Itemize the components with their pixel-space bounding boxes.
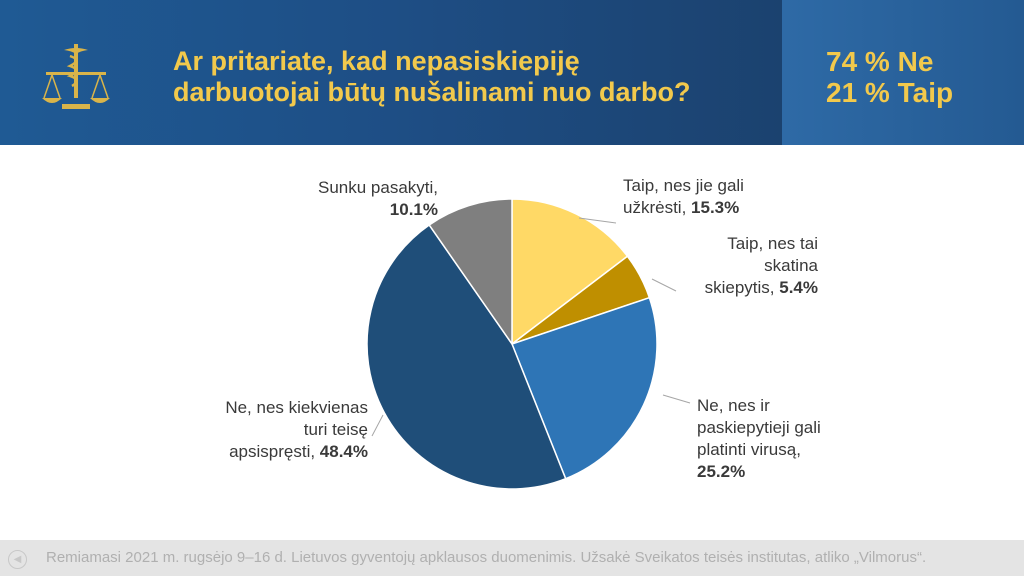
label-line: Taip, nes jie gali bbox=[623, 176, 744, 195]
slice-value-label: 5.4% bbox=[779, 278, 818, 297]
label-line: paskiepytieji gali bbox=[697, 418, 821, 437]
slice-label: Ne, nes ir paskiepytieji gali platinti vir… bbox=[697, 396, 821, 481]
header-bar bbox=[0, 0, 782, 145]
slice-value-label: 15.3% bbox=[691, 198, 739, 217]
slice-label: Ne, nes kiekvienas turi teisę apsispręsti,… bbox=[225, 398, 368, 461]
footer-bar: ◀ Remiamasi 2021 m. rugsėjo 9–16 d. Liet… bbox=[0, 540, 1024, 576]
slice-value-label: 10.1% bbox=[390, 200, 438, 219]
label-line: skiepytis, 5.4% bbox=[705, 278, 818, 297]
summary-no: 74 % Ne bbox=[826, 46, 934, 77]
summary-result: 74 % Ne 21 % Taip bbox=[826, 46, 953, 108]
label-line: Ne, nes ir bbox=[697, 396, 770, 415]
label-line: skatina bbox=[764, 256, 818, 275]
title-line-1: Ar pritariate, kad nepasiskiepiję bbox=[173, 46, 580, 76]
slice-label: Sunku pasakyti, 10.1% bbox=[318, 178, 438, 219]
pie-slice bbox=[511, 198, 629, 346]
summary-panel bbox=[782, 0, 1024, 145]
label-line: turi teisę bbox=[304, 420, 368, 439]
title-line-2: darbuotojai būtų nušalinami nuo darbo? bbox=[173, 77, 691, 107]
leader-line bbox=[651, 278, 677, 292]
source-note: Remiamasi 2021 m. rugsėjo 9–16 d. Lietuv… bbox=[46, 549, 927, 566]
label-line: 25.2% bbox=[697, 462, 745, 481]
slice-value-label: 48.4% bbox=[320, 442, 368, 461]
pie-slice bbox=[366, 223, 567, 490]
summary-yes: 21 % Taip bbox=[826, 77, 954, 108]
slice-label: Taip, nes tai skatina skiepytis, 5.4% bbox=[705, 234, 819, 297]
label-line: užkrėsti, 15.3% bbox=[623, 198, 739, 217]
label-line: Ne, nes kiekvienas bbox=[225, 398, 368, 417]
label-line: platinti virusą, bbox=[697, 440, 801, 459]
leader-line bbox=[662, 394, 691, 404]
label-line: 10.1% bbox=[390, 200, 438, 219]
prev-slide-button[interactable]: ◀ bbox=[8, 550, 27, 569]
scales-caduceus-icon bbox=[42, 44, 110, 109]
slice-value-label: 25.2% bbox=[697, 462, 745, 481]
page-title: Ar pritariate, kad nepasiskiepiję darbuo… bbox=[173, 46, 763, 108]
leader-line bbox=[578, 217, 617, 224]
label-line: apsispręsti, 48.4% bbox=[229, 442, 368, 461]
pie-chart: Taip, nes jie gali užkrėsti, 15.3%Taip, n… bbox=[225, 176, 821, 490]
label-line: Taip, nes tai bbox=[727, 234, 818, 253]
label-line: Sunku pasakyti, bbox=[318, 178, 438, 197]
slice-label: Taip, nes jie gali užkrėsti, 15.3% bbox=[623, 176, 744, 217]
leader-line bbox=[371, 414, 384, 437]
pie-slice bbox=[428, 198, 513, 347]
